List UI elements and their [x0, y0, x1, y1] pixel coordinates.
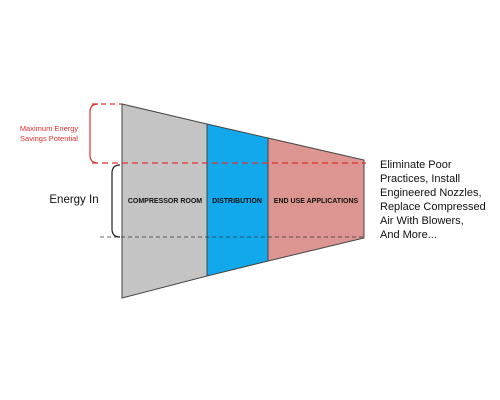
- segment-label-compressor-room: COMPRESSOR ROOM: [128, 198, 202, 205]
- note-line-3: Engineered Nozzles,: [380, 187, 482, 199]
- savings-actions-note: Eliminate Poor Practices, Install Engine…: [380, 159, 486, 241]
- note-line-2: Practices, Install: [380, 173, 460, 185]
- savings-label-line-1: Maximum Energy: [20, 124, 79, 133]
- segment-label-end-use-applications: END USE APPLICATIONS: [274, 198, 359, 205]
- note-line-5: Air With Blowers,: [380, 215, 464, 227]
- segment-label-distribution: DISTRIBUTION: [212, 198, 262, 205]
- savings-label-line-2: Savings Potential: [20, 134, 78, 143]
- note-line-6: And More...: [380, 229, 437, 241]
- note-line-1: Eliminate Poor: [380, 159, 452, 171]
- energy-in-bracket: [111, 164, 121, 238]
- savings-bracket: [89, 103, 99, 164]
- segment-end-use-applications: [267, 137, 365, 262]
- energy-in-label: Energy In: [49, 194, 98, 206]
- note-line-4: Replace Compressed: [380, 201, 486, 213]
